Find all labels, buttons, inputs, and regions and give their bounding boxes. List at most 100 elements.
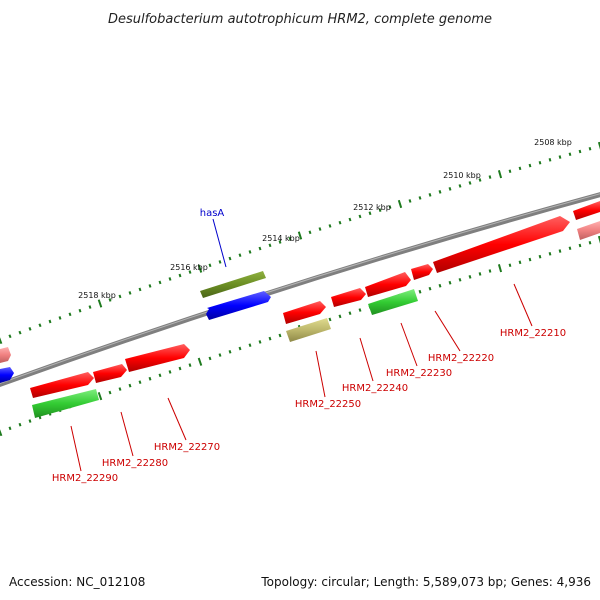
gene-label-hrm2-22250[interactable]: HRM2_22250 xyxy=(295,399,361,410)
outer-tick-minor xyxy=(48,319,52,324)
outer-tick-minor xyxy=(18,330,22,335)
gene-label-hrm2-22270[interactable]: HRM2_22270 xyxy=(154,442,220,453)
outer-tick-minor xyxy=(28,327,32,331)
inner-tick-minor xyxy=(208,356,212,361)
gene-label-hrm2-22210[interactable]: HRM2_22210 xyxy=(500,328,566,339)
outer-tick-minor xyxy=(258,246,262,251)
inner-tick-major xyxy=(197,357,203,366)
inner-tick-minor xyxy=(478,272,482,276)
outer-tick-minor xyxy=(178,273,182,278)
inner-tick-major xyxy=(597,235,600,244)
outer-tick-minor xyxy=(488,175,492,179)
outer-tick-minor xyxy=(238,253,242,258)
inner-tick-minor xyxy=(28,419,32,423)
gene-label-hasA[interactable]: hasA xyxy=(200,208,225,219)
outer-tick-minor xyxy=(288,236,292,241)
outer-tick-major xyxy=(97,299,103,308)
inner-tick-minor xyxy=(538,254,542,259)
genome-backbone xyxy=(0,192,600,388)
label-leaders xyxy=(70,218,533,472)
outer-tick-major xyxy=(0,337,3,345)
leader-hrm2-22290 xyxy=(70,425,82,472)
gene-label-hrm2-22240[interactable]: HRM2_22240 xyxy=(342,383,408,394)
outer-tick-minor xyxy=(128,291,132,295)
outer-tick-minor xyxy=(138,287,142,292)
leader-hrm2-22210 xyxy=(513,283,533,327)
inner-tick-minor xyxy=(328,317,332,322)
gene-feature-hrm2-22210[interactable] xyxy=(433,216,570,273)
gene-feature-green-left[interactable] xyxy=(32,389,99,418)
outer-tick-major xyxy=(197,264,203,273)
inner-tick-minor xyxy=(158,373,162,378)
outer-tick-minor xyxy=(408,199,412,203)
outer-tick-minor xyxy=(248,250,252,254)
gene-feature-hasA-upstream[interactable] xyxy=(200,271,266,298)
outer-tick-minor xyxy=(218,260,222,264)
outer-tick-minor xyxy=(148,284,152,288)
outer-tick-minor xyxy=(538,160,542,165)
outer-tick-minor xyxy=(478,178,482,182)
inner-tick-minor xyxy=(568,246,572,251)
gene-label-hrm2-22230[interactable]: HRM2_22230 xyxy=(386,368,452,379)
tick-label-2516: 2516 kbp xyxy=(170,263,208,272)
inner-tick-minor xyxy=(548,252,552,256)
outer-tick-major xyxy=(297,231,303,240)
outer-tick-minor xyxy=(468,181,472,185)
leader-hrm2-22280 xyxy=(120,411,134,457)
outer-tick-minor xyxy=(118,294,122,299)
outer-tick-minor xyxy=(278,240,282,244)
inner-tick-minor xyxy=(438,283,442,288)
inner-tick-minor xyxy=(148,376,152,381)
footer-accession: Accession: NC_012108 xyxy=(9,575,145,589)
gene-feature-hrm2-22230[interactable] xyxy=(365,272,411,297)
outer-tick-minor xyxy=(348,217,352,222)
gene-feature-pink-left-edge[interactable] xyxy=(0,347,11,363)
inner-ticks xyxy=(0,235,600,437)
gene-feature-hrm2-22250[interactable] xyxy=(283,301,326,324)
inner-tick-minor xyxy=(428,286,432,291)
inner-tick-minor xyxy=(118,387,122,391)
gene-feature-hrm2-22220[interactable] xyxy=(411,264,433,280)
gene-feature-pink-top-right[interactable] xyxy=(577,221,600,240)
outer-tick-minor xyxy=(558,155,562,159)
inner-tick-minor xyxy=(108,390,112,395)
outer-tick-major xyxy=(497,170,503,179)
outer-tick-minor xyxy=(568,152,572,157)
inner-tick-minor xyxy=(578,243,582,248)
inner-tick-minor xyxy=(348,311,352,316)
inner-tick-minor xyxy=(8,426,12,431)
gene-feature-green-22230[interactable] xyxy=(368,289,418,315)
gene-label-hrm2-22220[interactable]: HRM2_22220 xyxy=(428,353,494,364)
gene-label-hrm2-22280[interactable]: HRM2_22280 xyxy=(102,458,168,469)
inner-tick-minor xyxy=(528,257,532,262)
outer-tick-minor xyxy=(308,230,312,235)
gene-feature-red-top-right[interactable] xyxy=(573,201,600,220)
gene-feature-blue-left-edge[interactable] xyxy=(0,367,14,383)
outer-tick-minor xyxy=(368,211,372,216)
inner-tick-major xyxy=(0,429,3,437)
gene-feature-red-left[interactable] xyxy=(30,372,94,398)
leader-hrm2-22230 xyxy=(400,322,418,367)
gene-feature-khaki-22250[interactable] xyxy=(286,318,331,342)
gene-feature-red-mid-2[interactable] xyxy=(93,364,127,383)
leader-hrm2-22240 xyxy=(359,337,374,382)
outer-tick-minor xyxy=(318,227,322,231)
gene-label-hrm2-22290[interactable]: HRM2_22290 xyxy=(52,473,118,484)
tick-label-2514: 2514 kbp xyxy=(262,234,300,243)
inner-tick-minor xyxy=(468,274,472,279)
gene-feature-hasA[interactable] xyxy=(206,291,271,320)
outer-tick-minor xyxy=(548,158,552,162)
outer-tick-minor xyxy=(88,305,92,309)
inner-tick-minor xyxy=(278,333,282,338)
inner-tick-minor xyxy=(588,240,592,245)
outer-tick-minor xyxy=(518,166,522,171)
gene-feature-hrm2-22240[interactable] xyxy=(331,288,366,307)
inner-tick-minor xyxy=(258,340,262,344)
gene-feature-red-mid-1[interactable] xyxy=(125,344,190,372)
outer-tick-minor xyxy=(228,256,232,261)
inner-tick-major xyxy=(497,264,503,273)
outer-tick-minor xyxy=(388,205,392,209)
tick-label-2508: 2508 kbp xyxy=(534,138,572,147)
